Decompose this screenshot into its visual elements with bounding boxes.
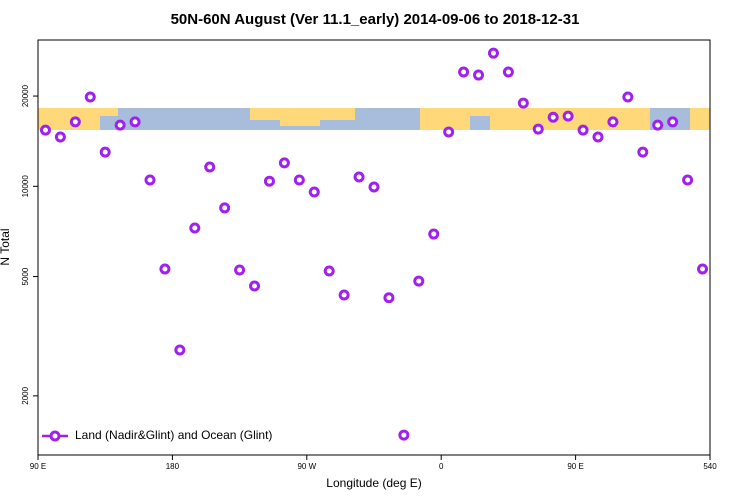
point xyxy=(69,116,81,128)
point xyxy=(458,66,470,78)
x-tick-label: 90 W xyxy=(297,462,316,471)
point xyxy=(667,116,679,128)
point xyxy=(577,124,589,136)
x-tick-label: 90 E xyxy=(567,462,583,471)
x-tick-label: 180 xyxy=(166,462,180,471)
legend-marker xyxy=(49,430,61,442)
point xyxy=(473,69,485,81)
point xyxy=(204,161,216,173)
point xyxy=(682,174,694,186)
point xyxy=(592,131,604,143)
point xyxy=(278,157,290,169)
point xyxy=(84,91,96,103)
point xyxy=(99,146,111,158)
point xyxy=(547,111,559,123)
x-axis-label: Longitude (deg E) xyxy=(326,476,421,490)
x-tick-label: 540 xyxy=(703,462,717,471)
point xyxy=(413,275,425,287)
point xyxy=(383,292,395,304)
y-tick-label: 5000 xyxy=(21,267,30,285)
point xyxy=(368,181,380,193)
point xyxy=(174,344,186,356)
point xyxy=(189,222,201,234)
point xyxy=(353,171,365,183)
point xyxy=(219,202,231,214)
point xyxy=(637,146,649,158)
point xyxy=(39,124,51,136)
point xyxy=(338,289,350,301)
point xyxy=(234,264,246,276)
point xyxy=(697,263,709,275)
point xyxy=(323,265,335,277)
y-tick-label: 2000 xyxy=(21,386,30,404)
point xyxy=(144,174,156,186)
point xyxy=(398,429,410,441)
point xyxy=(562,110,574,122)
point xyxy=(443,126,455,138)
point xyxy=(263,175,275,187)
point xyxy=(293,174,305,186)
point xyxy=(502,66,514,78)
point xyxy=(607,116,619,128)
y-axis-label: N Total xyxy=(0,228,12,265)
point xyxy=(652,119,664,131)
y-tick-label: 10000 xyxy=(21,175,30,198)
point xyxy=(249,280,261,292)
plot-frame xyxy=(37,39,711,456)
point xyxy=(517,97,529,109)
x-tick-label: 90 E xyxy=(30,462,46,471)
point xyxy=(114,119,126,131)
point xyxy=(159,263,171,275)
point xyxy=(532,123,544,135)
map-strip xyxy=(38,108,710,130)
point xyxy=(308,186,320,198)
chart-title: 50N-60N August (Ver 11.1_early) 2014-09-… xyxy=(171,11,580,28)
legend-label: Land (Nadir&Glint) and Ocean (Glint) xyxy=(75,428,272,442)
point xyxy=(129,116,141,128)
point xyxy=(487,47,499,59)
y-tick-label: 20000 xyxy=(21,84,30,107)
point xyxy=(428,228,440,240)
x-tick-label: 0 xyxy=(439,462,444,471)
point xyxy=(622,91,634,103)
point xyxy=(54,131,66,143)
